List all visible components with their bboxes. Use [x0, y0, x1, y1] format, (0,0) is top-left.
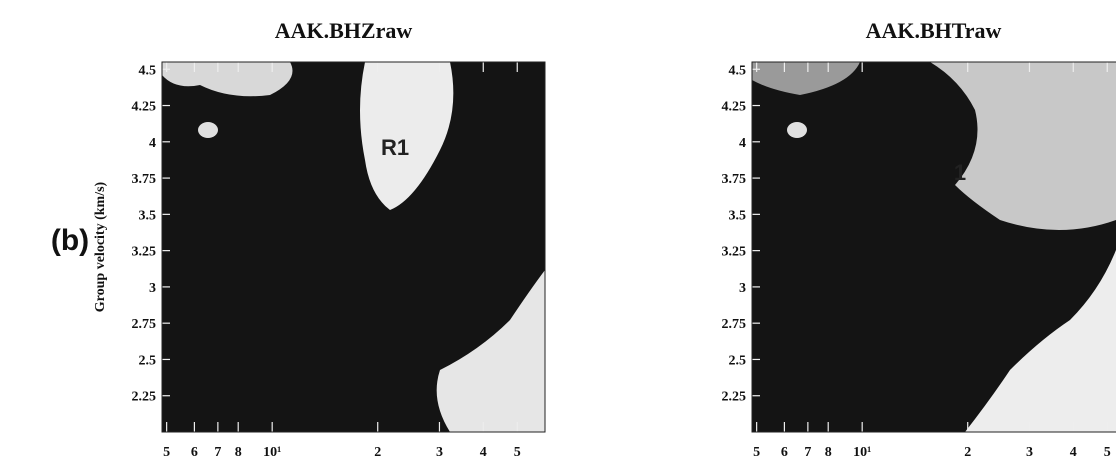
x-tick-label: 2	[964, 445, 971, 460]
x-tick-label: 10¹	[263, 445, 281, 460]
panel-label: (b)	[51, 224, 89, 257]
x-tick-label: 2	[374, 445, 381, 460]
y-tick-label: 3	[149, 281, 156, 296]
y-tick-label: 3.5	[729, 208, 747, 223]
x-tick-label: 5	[753, 445, 760, 460]
x-tick-label: 4	[480, 445, 487, 460]
x-tick-label: 3	[436, 445, 443, 460]
plot-frame	[161, 61, 546, 433]
y-axis-label: Group velocity (km/s)	[93, 181, 108, 312]
annotation: R1	[381, 135, 409, 160]
y-tick-label: 2.75	[132, 317, 157, 332]
y-tick-label: 4.5	[139, 63, 157, 78]
y-tick-label: 4	[739, 136, 746, 151]
y-tick-label: 4.5	[729, 63, 747, 78]
x-tick-label: 7	[214, 445, 221, 460]
panel-image	[162, 62, 545, 432]
y-tick-label: 3.75	[132, 172, 157, 187]
panel-image	[752, 62, 1116, 432]
y-tick-label: 2.5	[139, 353, 157, 368]
x-tick-label: 5	[163, 445, 170, 460]
x-tick-label: 3	[1026, 445, 1033, 460]
y-tick-label: 3.5	[139, 208, 157, 223]
annotation: 1	[954, 160, 966, 185]
x-tick-label: 10¹	[853, 445, 871, 460]
y-tick-label: 4.25	[722, 100, 747, 115]
x-tick-label: 6	[191, 445, 198, 460]
y-tick-label: 3	[739, 281, 746, 296]
y-tick-label: 2.25	[722, 390, 747, 405]
x-tick-label: 4	[1070, 445, 1077, 460]
x-tick-label: 6	[781, 445, 788, 460]
x-tick-label: 8	[235, 445, 242, 460]
y-tick-label: 2.75	[722, 317, 747, 332]
plot-frame	[751, 61, 1116, 433]
x-tick-label: 7	[804, 445, 811, 460]
x-tick-label: 5	[514, 445, 521, 460]
x-tick-label: 5	[1104, 445, 1111, 460]
chart-title: AAK.BHZraw	[275, 18, 413, 43]
y-tick-label: 3.75	[722, 172, 747, 187]
y-tick-label: 4	[149, 136, 156, 151]
y-tick-label: 2.5	[729, 353, 747, 368]
y-tick-label: 3.25	[722, 245, 747, 260]
y-tick-label: 3.25	[132, 245, 157, 260]
y-tick-label: 4.25	[132, 100, 157, 115]
x-tick-label: 8	[825, 445, 832, 460]
y-tick-label: 2.25	[132, 390, 157, 405]
chart-title: AAK.BHTraw	[866, 18, 1002, 43]
